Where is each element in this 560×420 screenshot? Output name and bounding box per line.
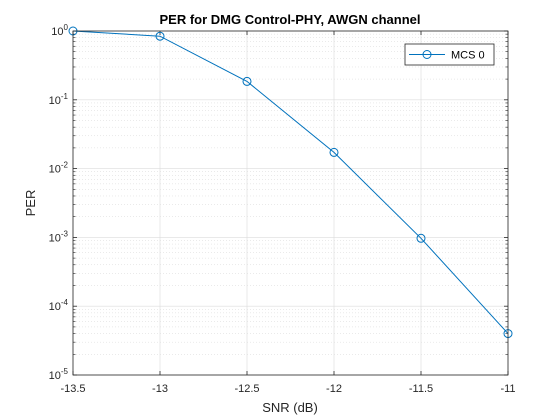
plot-background	[73, 31, 508, 375]
plot-frame	[72, 30, 509, 376]
y-tick-exponent: -3	[61, 229, 69, 238]
x-tick-label: -12	[326, 383, 342, 395]
y-tick-base: 10	[49, 95, 61, 107]
y-tick-exponent: -1	[61, 92, 69, 101]
legend-box	[404, 43, 495, 66]
x-tick-label: -11.5	[409, 383, 433, 395]
y-tick-label: 10-4	[49, 298, 69, 313]
x-tick-label: -11	[500, 383, 515, 395]
y-tick-label: 10-3	[49, 229, 69, 244]
data-point-marker	[416, 233, 426, 243]
y-tick-label: 100	[51, 23, 68, 38]
legend-label-mcs0: MCS 0	[451, 50, 485, 62]
y-tick-exponent: -5	[61, 367, 69, 376]
y-tick-exponent: -4	[61, 298, 69, 307]
series-line-mcs0	[72, 30, 509, 334]
y-tick-base: 10	[49, 301, 61, 313]
y-tick-base: 10	[49, 370, 61, 382]
legend-marker	[422, 50, 432, 59]
y-tick-base: 10	[49, 232, 61, 244]
minor-grid	[73, 33, 508, 355]
y-axis-label: PER	[23, 190, 38, 217]
x-tick-label: -13	[152, 383, 168, 395]
x-tick-labels: -13.5 -13 -12.5 -12 -11.5 -11	[60, 383, 515, 395]
y-tick-exponent: -2	[61, 161, 69, 170]
y-tick-base: 10	[51, 26, 63, 38]
y-tick-label: 10-5	[49, 367, 69, 382]
legend: MCS 0	[404, 43, 495, 66]
x-tick-label: -13.5	[60, 383, 85, 395]
data-point-marker	[155, 31, 165, 41]
y-tick-label: 10-1	[49, 92, 69, 107]
data-point-marker	[242, 76, 252, 86]
x-axis-label: SNR (dB)	[262, 400, 318, 415]
y-tick-base: 10	[49, 164, 61, 176]
x-tick-label: -12.5	[234, 383, 259, 395]
y-tick-exponent: 0	[64, 23, 69, 32]
data-point-marker	[329, 147, 339, 157]
chart-title: PER for DMG Control-PHY, AWGN channel	[160, 12, 421, 27]
y-tick-label: 10-2	[49, 161, 69, 176]
